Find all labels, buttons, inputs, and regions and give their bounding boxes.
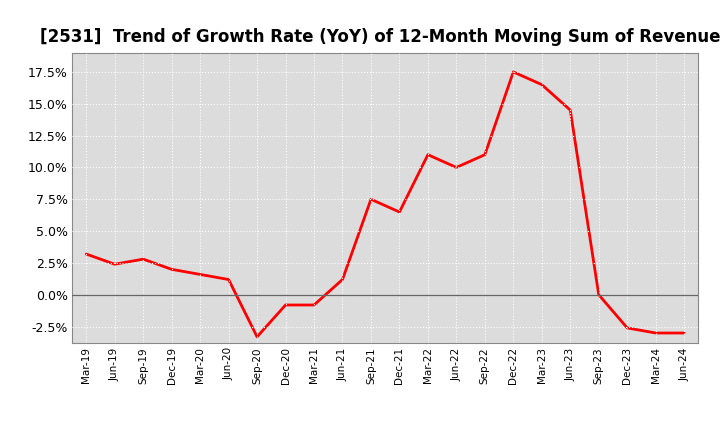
Title: [2531]  Trend of Growth Rate (YoY) of 12-Month Moving Sum of Revenues: [2531] Trend of Growth Rate (YoY) of 12-… [40, 28, 720, 46]
